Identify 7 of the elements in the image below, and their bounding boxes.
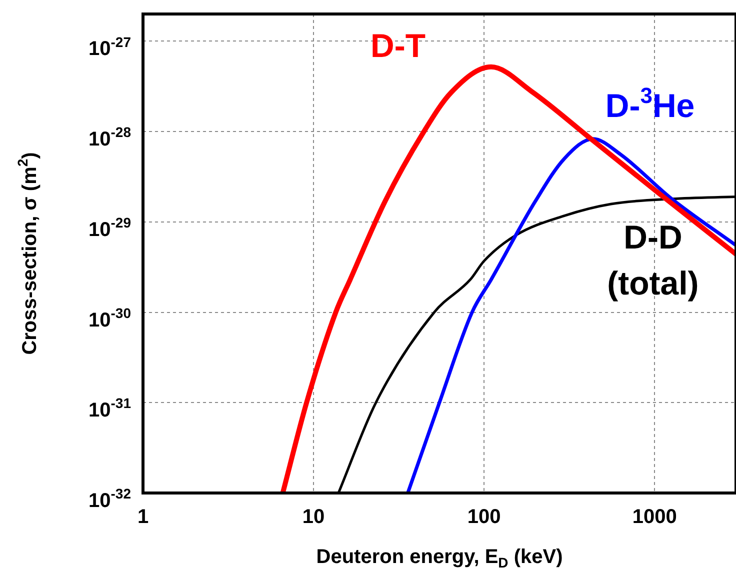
series-label: D-T [370,27,426,64]
x-tick-label: 1 [137,506,149,528]
x-tick-label: 10 [302,506,325,528]
series-label: D-D (total) [607,218,699,302]
x-tick-label: 100 [467,506,501,528]
y-axis-title: Cross-section, σ (m2) [14,152,41,355]
x-tick-label: 1000 [632,506,677,528]
